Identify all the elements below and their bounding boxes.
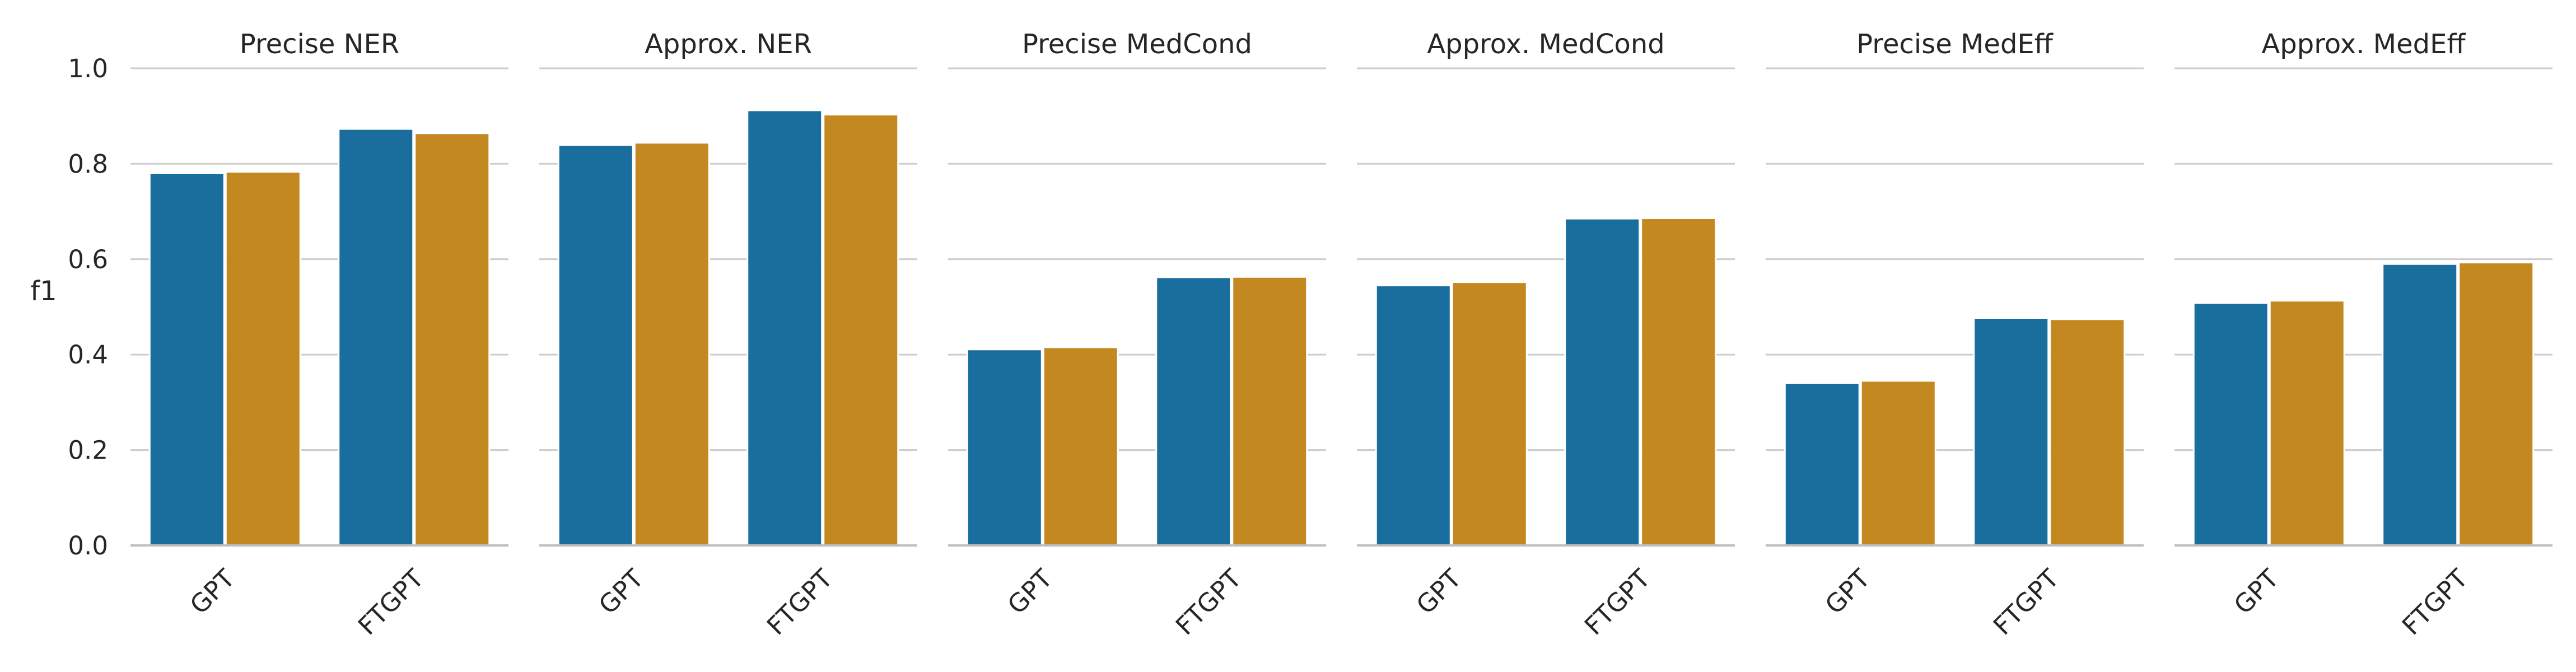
bar-ftgpt-series-1 <box>338 128 414 547</box>
chart-panels: 0.0 0.2 0.4 0.6 0.8 1.0 GPT FTGPT Precise NER GPT… <box>68 29 2552 641</box>
panel-3: GPT FTGPT Precise MedCond <box>948 29 1326 641</box>
bar-gpt-series-1 <box>966 348 1043 547</box>
bar-ftgpt-series-2 <box>1231 276 1308 547</box>
panel-1: 0.0 0.2 0.4 0.6 0.8 1.0 GPT FTGPT Precise NER <box>68 29 508 641</box>
bar-ftgpt-series-1 <box>1155 276 1232 547</box>
bar-gpt-series-2 <box>1042 346 1119 547</box>
bar-gpt-series-1 <box>148 172 225 547</box>
x-tick-label: FTGPT <box>761 563 838 641</box>
x-tick-label: FTGPT <box>1987 563 2065 641</box>
x-tick-label: GPT <box>1411 563 1467 620</box>
bar-ftgpt-series-2 <box>414 132 491 547</box>
x-tick-label: FTGPT <box>1579 563 1656 641</box>
x-tick-label: GPT <box>1819 563 1876 620</box>
bar-ftgpt-series-1 <box>2382 263 2458 547</box>
panel-title: Precise NER <box>240 29 399 60</box>
bar-ftgpt-series-2 <box>2458 262 2535 547</box>
panel-title: Precise MedEff <box>1856 29 2054 60</box>
bar-gpt-series-1 <box>557 144 634 547</box>
bar-ftgpt-series-1 <box>1564 217 1641 547</box>
x-tick-label: FTGPT <box>1170 563 1247 641</box>
y-tick-label: 0.4 <box>68 340 108 370</box>
y-tick-label: 0.2 <box>68 436 108 465</box>
x-tick-label: GPT <box>1002 563 1058 620</box>
panel-5: GPT FTGPT Precise MedEff <box>1766 29 2144 641</box>
bar-ftgpt-series-1 <box>1973 317 2050 547</box>
bar-gpt-series-2 <box>633 142 710 547</box>
bar-gpt-series-1 <box>1375 284 1452 547</box>
x-tick-label: GPT <box>2228 563 2285 620</box>
x-tick-label: FTGPT <box>352 563 430 641</box>
y-tick-label: 0.0 <box>68 531 108 561</box>
bar-gpt-series-2 <box>1451 281 1528 547</box>
x-tick-label: GPT <box>593 563 650 620</box>
bar-ftgpt-series-2 <box>1640 217 1717 547</box>
y-tick-label: 0.6 <box>68 245 108 274</box>
x-tick-label: GPT <box>184 563 241 620</box>
bar-gpt-series-1 <box>1784 382 1860 547</box>
bar-ftgpt-series-2 <box>2049 318 2126 547</box>
bar-ftgpt-series-1 <box>746 109 823 547</box>
bar-gpt-series-2 <box>2269 300 2345 547</box>
y-tick-label: 1.0 <box>68 54 108 83</box>
bar-ftgpt-series-2 <box>823 114 899 547</box>
panel-4: GPT FTGPT Approx. MedCond <box>1357 29 1735 641</box>
panel-6: GPT FTGPT Approx. MedEff <box>2174 29 2552 641</box>
y-axis-label: f1 <box>30 276 57 307</box>
panel-title: Approx. MedEff <box>2261 29 2466 60</box>
panel-title: Approx. MedCond <box>1427 29 1664 60</box>
panel-title: Approx. NER <box>645 29 812 60</box>
bar-gpt-series-1 <box>2192 302 2269 547</box>
y-tick-label: 0.8 <box>68 149 108 179</box>
bar-gpt-series-2 <box>225 171 301 547</box>
x-tick-label: FTGPT <box>2396 563 2474 641</box>
panel-2: GPT FTGPT Approx. NER <box>539 29 917 641</box>
panel-title: Precise MedCond <box>1022 29 1252 60</box>
bar-gpt-series-2 <box>1860 380 1936 547</box>
